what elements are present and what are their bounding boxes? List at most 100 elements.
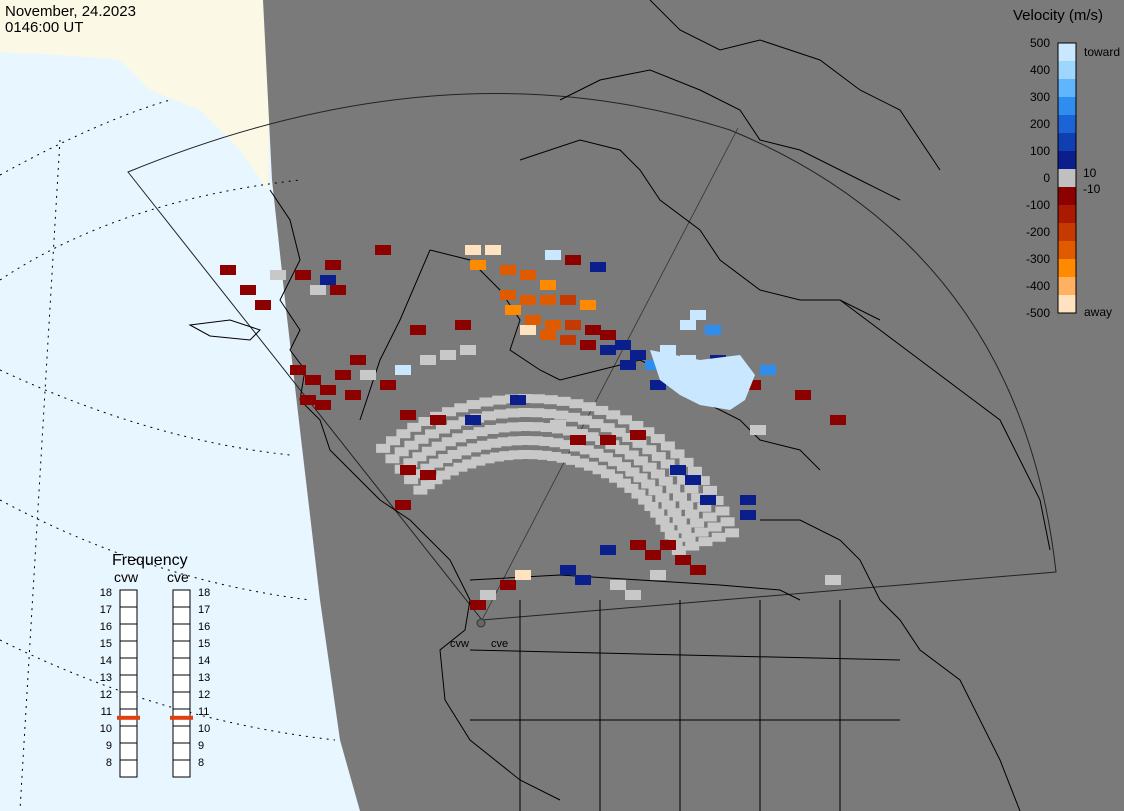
scatter-cell: [400, 410, 416, 420]
scatter-cell: [625, 590, 641, 600]
scatter-cell: [579, 445, 594, 455]
scatter-cell: [580, 340, 596, 350]
frequency-cell: [172, 623, 191, 642]
scatter-cell: [429, 458, 444, 468]
scatter-cell: [670, 465, 686, 475]
scatter-cell: [650, 469, 665, 479]
scatter-cell: [290, 365, 306, 375]
scatter-cell: [633, 473, 648, 483]
frequency-cell: [119, 691, 138, 710]
scatter-cell: [559, 440, 574, 450]
scatter-cell: [685, 541, 700, 551]
scatter-cell: [440, 350, 456, 360]
scatter-cell: [240, 285, 256, 295]
scatter-cell: [410, 325, 426, 335]
scatter-cell: [507, 422, 522, 432]
scatter-cell: [690, 310, 706, 320]
colorbar-segment: [1058, 295, 1076, 314]
velocity-tick-label: 0: [1043, 171, 1050, 185]
frequency-indicator: [170, 715, 193, 720]
scatter-cell: [554, 410, 569, 420]
scatter-cell: [694, 527, 709, 537]
scatter-cell: [530, 408, 545, 418]
scatter-cell: [310, 285, 326, 295]
scatter-cell: [455, 320, 471, 330]
scatter-cell: [403, 458, 418, 468]
scatter-cell: [650, 570, 666, 580]
colorbar-segment: [1058, 205, 1076, 224]
scatter-cell: [589, 448, 604, 458]
frequency-tick-label: 15: [198, 638, 210, 650]
colorbar-segment: [1058, 79, 1076, 98]
scatter-cell: [679, 457, 694, 467]
scatter-cell: [386, 436, 401, 446]
scatter-cell: [425, 429, 440, 439]
scatter-cell: [396, 429, 411, 439]
scatter-cell: [510, 395, 526, 405]
scatter-cell: [530, 394, 545, 404]
scatter-cell: [487, 438, 502, 448]
scatter-cell: [690, 565, 706, 575]
frequency-tick-label: 16: [198, 621, 210, 633]
scatter-cell: [570, 435, 586, 445]
scatter-cell: [549, 438, 564, 448]
frequency-cell: [172, 691, 191, 710]
radar-site-marker: [476, 618, 486, 628]
colorbar-segment: [1058, 277, 1076, 296]
scatter-cell: [515, 570, 531, 580]
scatter-cell: [697, 502, 712, 512]
scatter-cell: [616, 478, 631, 488]
frequency-tick-label: 9: [106, 740, 112, 752]
scatter-cell: [615, 445, 630, 455]
colorbar-frame: [1057, 42, 1077, 314]
scatter-cell: [376, 443, 391, 453]
scatter-cell: [660, 540, 676, 550]
scatter-cell: [470, 600, 486, 610]
scatter-cell: [680, 320, 696, 330]
frequency-tick-label: 18: [100, 587, 112, 599]
scatter-cell: [677, 524, 692, 534]
scatter-cell: [453, 462, 468, 472]
scatter-cell: [606, 410, 621, 420]
scatter-cell: [830, 415, 846, 425]
frequency-cell: [119, 606, 138, 625]
frequency-cell: [172, 674, 191, 693]
scatter-cell: [600, 330, 616, 340]
scatter-cell: [484, 424, 499, 434]
velocity-tick-labels: 500 400 300 200 100 0 -100 -200 -300 -400 -500: [1026, 36, 1050, 320]
latitude-grid: [0, 99, 336, 811]
colorbar-segment: [1058, 259, 1076, 278]
scatter-cell: [400, 465, 416, 475]
scatter-cell: [438, 454, 453, 464]
scatter-cell: [565, 320, 581, 330]
scatter-cell: [702, 512, 717, 522]
scatter-cell: [670, 449, 685, 459]
scatter-cell: [609, 473, 624, 483]
scatter-cell: [650, 434, 665, 444]
frequency-tick-label: 12: [198, 689, 210, 701]
scatter-cell: [825, 575, 841, 585]
scatter-cell: [537, 450, 552, 460]
scatter-cell: [677, 475, 692, 485]
colorbar-segment: [1058, 223, 1076, 242]
scatter-cell: [664, 530, 679, 540]
scatter-cell: [622, 433, 637, 443]
scatter-cell: [421, 446, 436, 456]
scatter-cell: [644, 501, 659, 511]
scatter-cell: [412, 469, 427, 479]
frequency-cell: [119, 674, 138, 693]
scatter-cell: [430, 415, 446, 425]
scatter-cell: [394, 447, 409, 457]
frequency-tick-label: 13: [198, 672, 210, 684]
daylight-land: [0, 0, 270, 190]
scatter-cell: [518, 450, 533, 460]
scatter-cell: [420, 355, 436, 365]
scatter-cell: [556, 453, 571, 463]
scatter-cell: [650, 508, 665, 518]
tick-label-plus-10: 10: [1083, 166, 1097, 180]
scatter-cell: [675, 555, 691, 565]
scatter-cell: [703, 485, 718, 495]
velocity-tick-label: 300: [1030, 90, 1050, 104]
scatter-cell: [715, 506, 730, 516]
scatter-cell: [470, 260, 486, 270]
